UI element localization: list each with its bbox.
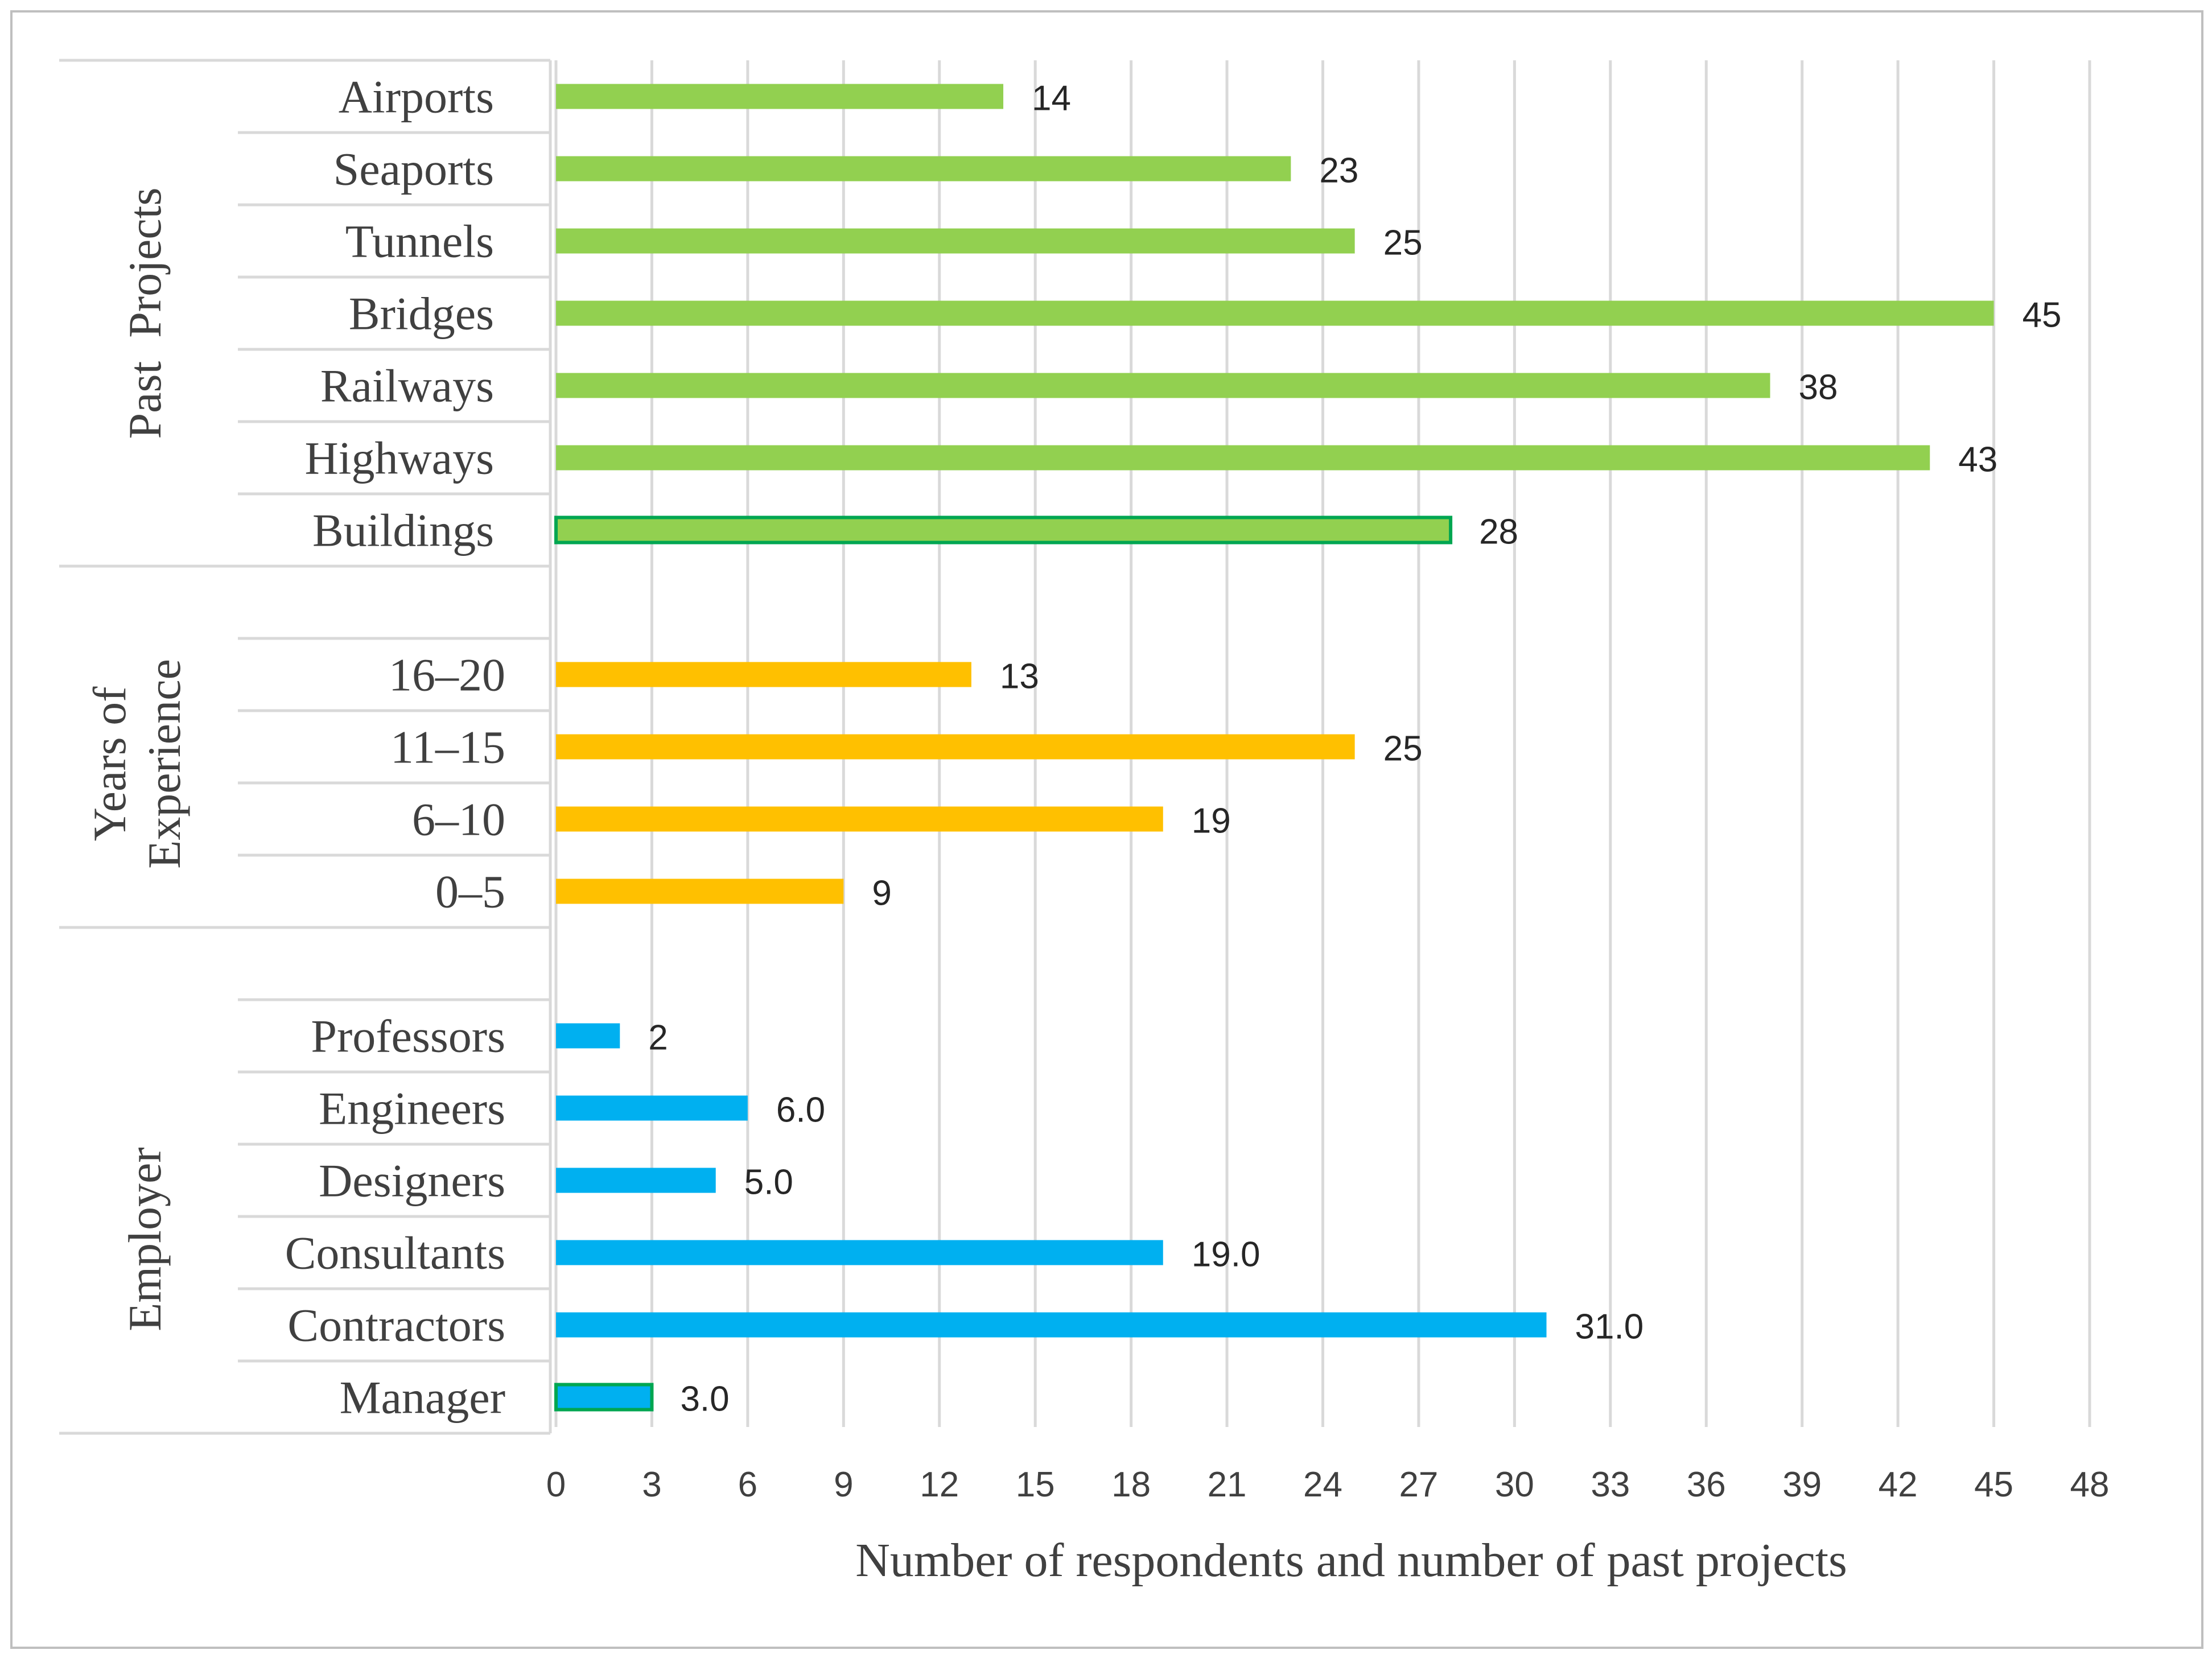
data-label-contractors: 31.0: [1575, 1308, 1644, 1347]
data-label-6-10: 19: [1192, 802, 1231, 841]
bar-railways: [556, 373, 1770, 398]
data-label-manager: 3.0: [680, 1380, 729, 1419]
bars: [554, 84, 1994, 1412]
x-tick-label: 6: [738, 1465, 757, 1504]
data-labels: 14 23 25 45 38 43 28 13 25 19 9 2 6.0 5.0 19.0 31.0 3.0: [648, 79, 2061, 1419]
category-label-highways: Highways: [304, 432, 494, 484]
category-label-professors: Professors: [311, 1011, 505, 1062]
bar-tunnels: [556, 228, 1355, 254]
bar-designers: [556, 1168, 716, 1193]
group-label-years-of-experience: Years ofExperience: [84, 659, 190, 869]
x-tick-label: 12: [920, 1465, 959, 1504]
x-tick-label: 36: [1687, 1465, 1726, 1504]
x-tick-label: 39: [1782, 1465, 1822, 1504]
group-label-past-projects: Past Projects: [119, 188, 171, 439]
data-label-0-5: 9: [872, 874, 891, 913]
x-tick-label: 30: [1495, 1465, 1534, 1504]
bar-11-15: [556, 734, 1355, 760]
category-label-consultants: Consultants: [285, 1227, 505, 1279]
bar-manager: [554, 1383, 654, 1412]
bar-6-10: [556, 806, 1163, 832]
data-label-airports: 14: [1032, 79, 1071, 118]
bar-contractors: [556, 1312, 1547, 1338]
x-tick-label: 3: [642, 1465, 661, 1504]
group-labels: Past Projects Years ofExperience Employer: [84, 188, 190, 1331]
x-tick-label: 48: [2070, 1465, 2110, 1504]
x-tick-label: 21: [1208, 1465, 1247, 1504]
category-label-airports: Airports: [339, 71, 494, 123]
data-label-bridges: 45: [2022, 296, 2062, 335]
data-label-designers: 5.0: [744, 1163, 793, 1202]
data-label-engineers: 6.0: [776, 1091, 825, 1130]
category-label-railways: Railways: [320, 360, 494, 412]
data-label-professors: 2: [648, 1018, 668, 1058]
bar-16-20: [556, 662, 971, 687]
bar-consultants: [556, 1240, 1163, 1265]
data-label-seaports: 23: [1319, 151, 1358, 191]
x-tick-label: 0: [546, 1465, 566, 1504]
category-label-designers: Designers: [319, 1155, 505, 1207]
data-label-11-15: 25: [1383, 729, 1423, 769]
bar-0-5: [556, 879, 844, 904]
category-label-bridges: Bridges: [349, 288, 494, 340]
bar-bridges: [556, 300, 1994, 326]
category-label-buildings: Buildings: [312, 505, 494, 556]
x-tick-label: 33: [1591, 1465, 1630, 1504]
x-tick-label: 45: [1974, 1465, 2013, 1504]
x-tick-label: 27: [1399, 1465, 1438, 1504]
x-tick-label: 18: [1111, 1465, 1151, 1504]
x-tick-label: 42: [1879, 1465, 1918, 1504]
data-label-railways: 38: [1799, 368, 1838, 407]
category-label-contractors: Contractors: [287, 1300, 505, 1351]
bar-engineers: [556, 1095, 748, 1121]
category-label-0-5: 0–5: [435, 866, 505, 918]
x-tick-label: 24: [1303, 1465, 1342, 1504]
x-axis-title: Number of respondents and number of past…: [855, 1534, 1847, 1587]
data-label-consultants: 19.0: [1192, 1235, 1261, 1275]
category-labels: Airports Seaports Tunnels Bridges Railways Hi…: [285, 71, 505, 1424]
category-label-engineers: Engineers: [319, 1083, 505, 1135]
category-label-11-15: 11–15: [390, 721, 505, 773]
bar-seaports: [556, 156, 1291, 182]
bar-airports: [556, 84, 1004, 109]
data-label-tunnels: 25: [1383, 224, 1423, 263]
data-label-highways: 43: [1958, 440, 1997, 480]
category-dividers: [59, 59, 552, 1435]
data-label-buildings: 28: [1479, 513, 1518, 552]
x-tick-label: 9: [834, 1465, 853, 1504]
x-tick-label: 15: [1016, 1465, 1055, 1504]
bar-highways: [556, 445, 1930, 471]
category-label-manager: Manager: [340, 1372, 505, 1424]
data-label-16-20: 13: [1000, 657, 1039, 696]
category-label-seaports: Seaports: [333, 143, 494, 195]
x-axis-ticks: 0 3 6 9 12 15 18 21 24 27 30 33 36 39 42 45 48: [546, 1465, 2110, 1504]
bar-buildings: [554, 515, 1453, 545]
bar-professors: [556, 1023, 620, 1049]
category-label-tunnels: Tunnels: [345, 216, 494, 267]
group-label-employer: Employer: [119, 1147, 171, 1331]
category-label-6-10: 6–10: [412, 794, 505, 846]
category-label-16-20: 16–20: [389, 649, 505, 701]
